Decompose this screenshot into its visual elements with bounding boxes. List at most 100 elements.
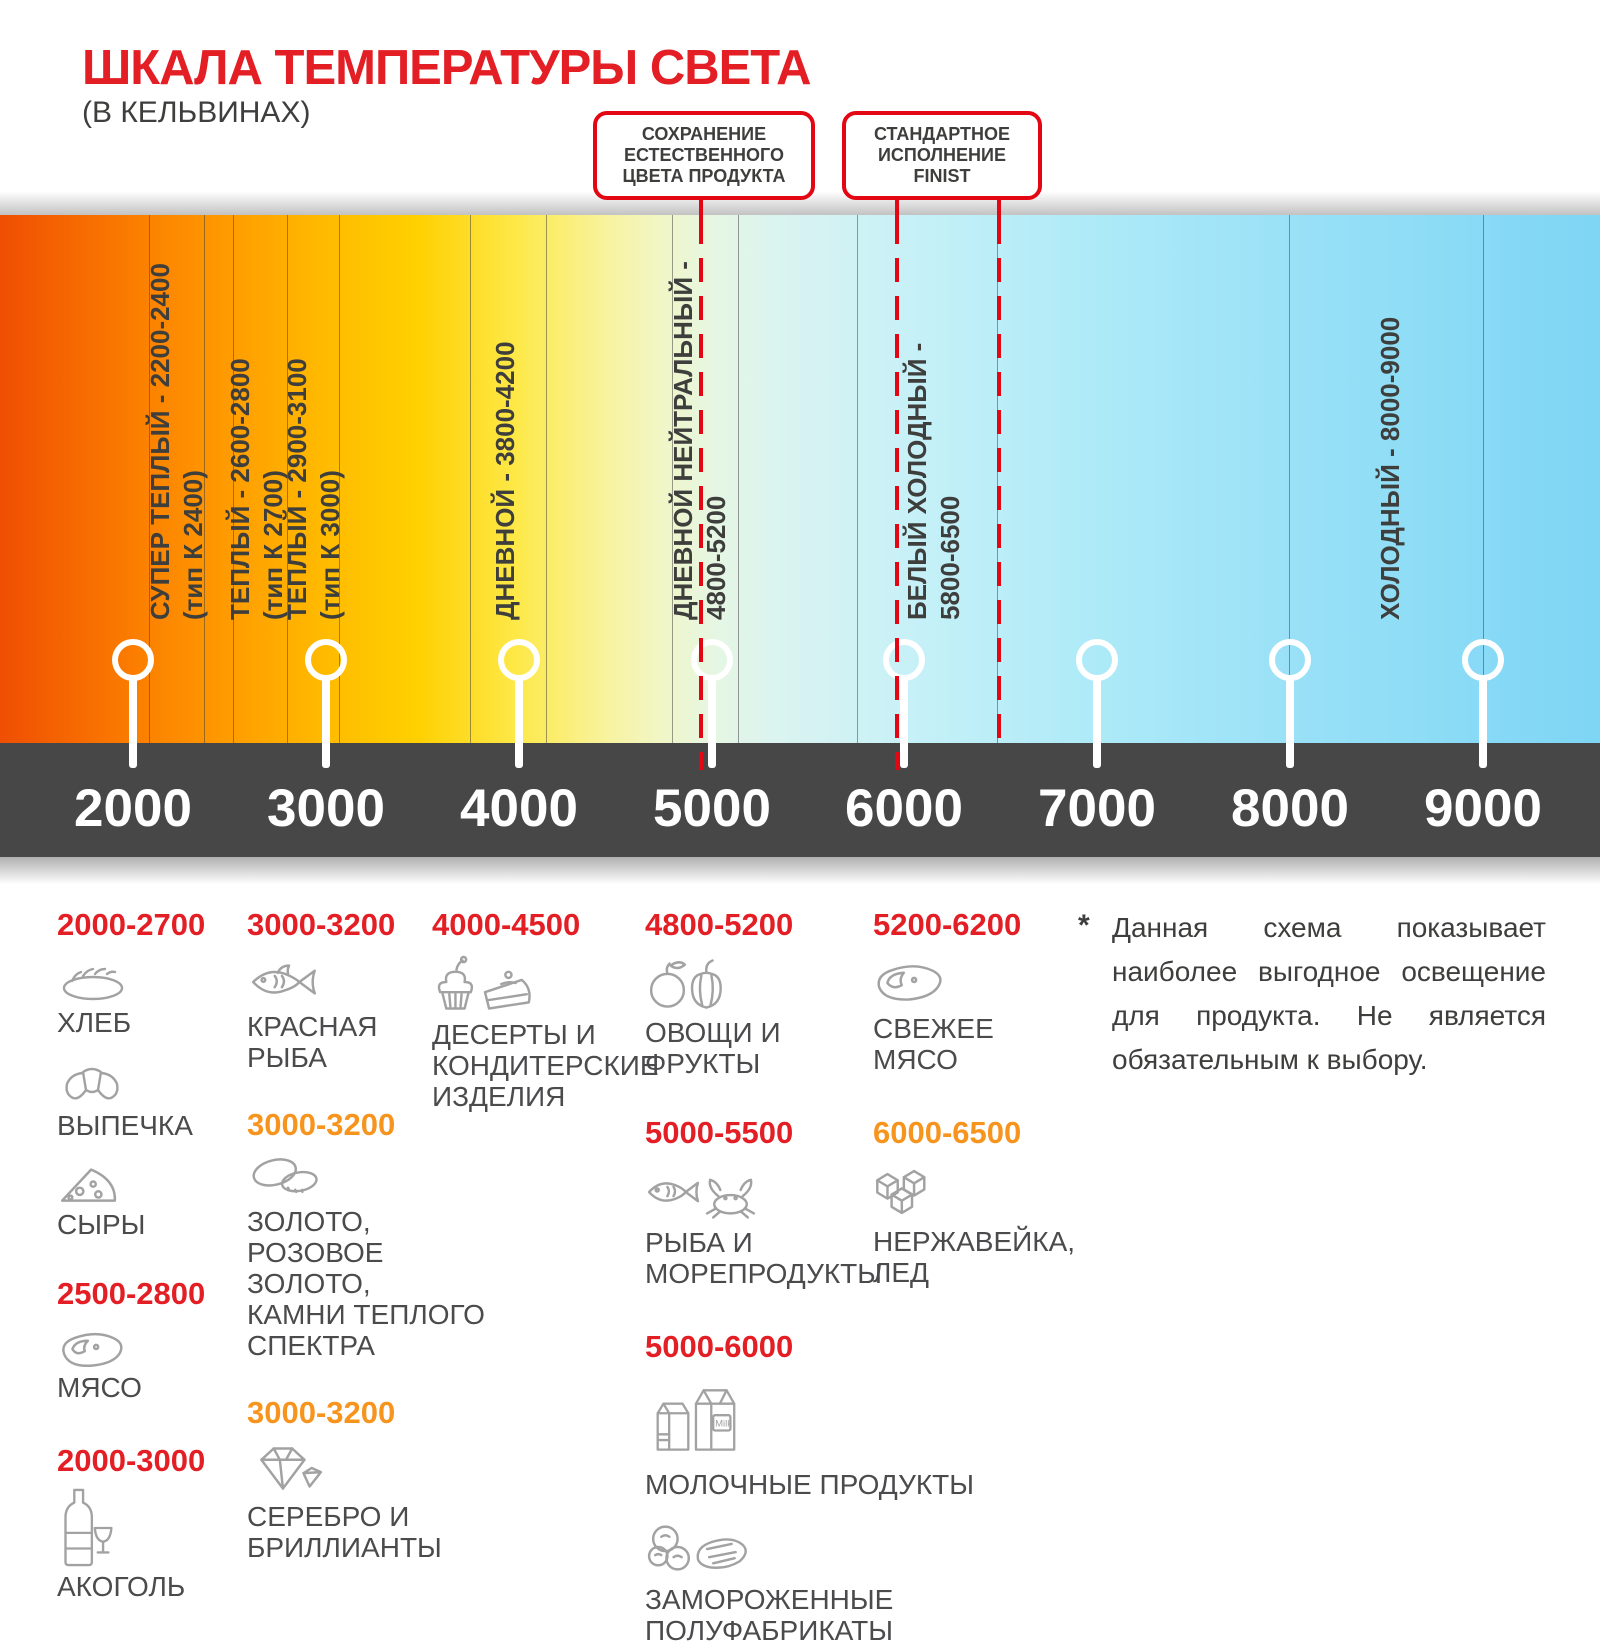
- gridline: [546, 215, 547, 743]
- callout-natural-color: СОХРАНЕНИЕ ЕСТЕСТВЕННОГО ЦВЕТА ПРОДУКТА: [593, 111, 815, 200]
- zone-label-white-cold: БЕЛЫЙ ХОЛОДНЫЙ - 5800-6500: [901, 343, 967, 620]
- range-badge: 6000-6500: [873, 1115, 1022, 1150]
- zone-label-line: 4800-5200: [701, 495, 731, 620]
- product-label: СВЕЖЕЕ МЯСО: [873, 1013, 994, 1075]
- milk-carton-text: Milk: [715, 1419, 732, 1430]
- product-label: ВЫПЕЧКА: [57, 1110, 193, 1141]
- product-label: ОВОЩИ И ФРУКТЫ: [645, 1017, 781, 1079]
- range-badge: 2500-2800: [57, 1276, 206, 1311]
- pin-stem: [322, 676, 330, 768]
- tick-5000: 5000: [653, 779, 771, 838]
- range-badge: 3000-3200: [247, 1107, 396, 1142]
- footnote: * Данная схема показывает наиболее выгод…: [1078, 906, 1546, 1082]
- gridline: [1483, 215, 1484, 743]
- pin-marker-3000: [305, 639, 347, 681]
- alcohol-icon: [57, 1487, 242, 1569]
- callout-pointer-line: [699, 188, 703, 222]
- croissant-icon: [57, 1056, 242, 1108]
- zone-label-line: БЕЛЫЙ ХОЛОДНЫЙ -: [902, 342, 932, 620]
- color-temperature-gradient: [0, 215, 1600, 743]
- product-label: ХЛЕБ: [57, 1007, 132, 1038]
- zone-label-line: ТЕПЛЫЙ - 2900-3100: [282, 358, 312, 620]
- pin-marker-2000: [112, 639, 154, 681]
- dashed-line-finist-min: [895, 220, 899, 770]
- rings-icon: [247, 1153, 487, 1198]
- pin-stem: [708, 676, 716, 768]
- pin-stem: [129, 676, 137, 768]
- gridline: [1289, 215, 1290, 743]
- category-column-1: 2000-2700 ХЛЕБ ВЫПЕЧКА СЫРЫ 2500-2800 МЯ…: [57, 905, 242, 1602]
- tick-3000: 3000: [267, 779, 385, 838]
- page-title: ШКАЛА ТЕМПЕРАТУРЫ СВЕТА: [82, 41, 812, 95]
- zone-label-line: ДНЕВНОЙ НЕЙТРАЛЬНЫЙ -: [668, 261, 698, 620]
- product-label: СЫРЫ: [57, 1209, 146, 1240]
- range-badge: 3000-3200: [247, 1395, 396, 1430]
- zone-label-super-warm: СУПЕР ТЕПЛЫЙ - 2200-2400 (тип К 2400): [144, 263, 210, 620]
- zone-label-line: СУПЕР ТЕПЛЫЙ - 2200-2400: [145, 263, 175, 620]
- ice-cubes-icon: [873, 1169, 1083, 1216]
- fish-icon: [247, 953, 487, 1007]
- bread-icon: [57, 963, 242, 1003]
- gridline: [149, 215, 150, 743]
- product-label: РЫБА И МОРЕПРОДУКТЫ: [645, 1227, 883, 1289]
- callout-pointer-line: [997, 188, 1001, 222]
- band-top-shadow: [0, 192, 1600, 215]
- vegetables-icon: [645, 951, 945, 1011]
- callout-standard-finist: СТАНДАРТНОЕ ИСПОЛНЕНИЕ FINIST: [842, 111, 1042, 200]
- range-badge: 2000-2700: [57, 907, 206, 942]
- gridline: [339, 215, 340, 743]
- tick-4000: 4000: [460, 779, 578, 838]
- product-label: МЯСО: [57, 1372, 142, 1403]
- product-label: ЗОЛОТО, РОЗОВОЕ ЗОЛОТО, КАМНИ ТЕПЛОГО СП…: [247, 1206, 485, 1361]
- category-column-5: 5200-6200 СВЕЖЕЕ МЯСО 6000-6500 НЕРЖАВЕЙ…: [873, 905, 1083, 1288]
- category-column-3: 4000-4500 ДЕСЕРТЫ И КОНДИТЕРСКИЕ ИЗДЕЛИЯ: [432, 905, 659, 1112]
- range-badge: 5000-6000: [645, 1329, 794, 1364]
- dashed-line-finist-max: [997, 220, 1001, 743]
- dessert-icon: [432, 953, 647, 1013]
- product-label: ЗАМОРОЖЕННЫЕ ПОЛУФАБРИКАТЫ: [645, 1584, 894, 1646]
- page-subtitle: (В КЕЛЬВИНАХ): [82, 96, 311, 129]
- zone-label-warm-3000: ТЕПЛЫЙ - 2900-3100 (тип К 3000): [281, 358, 347, 620]
- axis-bar: [0, 743, 1600, 857]
- pin-stem: [1479, 676, 1487, 768]
- zone-label-line: ДНЕВНОЙ - 3800-4200: [490, 341, 520, 620]
- range-badge: 4000-4500: [432, 907, 581, 942]
- dashed-line-natural-color: [699, 220, 703, 770]
- tick-2000: 2000: [74, 779, 192, 838]
- pin-stem: [1093, 676, 1101, 768]
- steak-icon: [873, 957, 1083, 1007]
- meat-icon: [57, 1326, 242, 1370]
- pin-marker-7000: [1076, 639, 1118, 681]
- zone-label-line: 5800-6500: [935, 495, 965, 620]
- diamond-icon: [247, 1439, 487, 1497]
- pin-marker-9000: [1462, 639, 1504, 681]
- zone-label-line: ХОЛОДНЫЙ - 8000-9000: [1375, 316, 1405, 620]
- product-label: МОЛОЧНЫЕ ПРОДУКТЫ: [645, 1469, 975, 1500]
- gridline: [204, 215, 205, 743]
- zone-label-line: ТЕПЛЫЙ - 2600-2800: [225, 358, 255, 620]
- product-label: АКОГОЛЬ: [57, 1571, 186, 1602]
- product-label: СЕРЕБРО И БРИЛЛИАНТЫ: [247, 1501, 442, 1563]
- gridline: [287, 215, 288, 743]
- range-badge: 5000-5500: [645, 1115, 794, 1150]
- pin-marker-8000: [1269, 639, 1311, 681]
- product-label: НЕРЖАВЕЙКА, ЛЕД: [873, 1226, 1076, 1288]
- gridline: [233, 215, 234, 743]
- product-label: КРАСНАЯ РЫБА: [247, 1011, 378, 1073]
- footnote-asterisk: *: [1078, 909, 1090, 942]
- footnote-text: Данная схема показывает наиболее выгодно…: [1112, 912, 1546, 1075]
- pin-marker-5000: [691, 639, 733, 681]
- tick-7000: 7000: [1038, 779, 1156, 838]
- zone-label-cold: ХОЛОДНЫЙ - 8000-9000: [1374, 317, 1407, 620]
- range-badge: 2000-3000: [57, 1443, 206, 1478]
- tick-8000: 8000: [1231, 779, 1349, 838]
- pin-marker-4000: [498, 639, 540, 681]
- range-badge: 3000-3200: [247, 907, 396, 942]
- seafood-icon: [645, 1161, 945, 1221]
- pin-stem: [515, 676, 523, 768]
- category-column-2: 3000-3200 КРАСНАЯ РЫБА 3000-3200 ЗОЛОТО,…: [247, 905, 487, 1563]
- gridline: [672, 215, 673, 743]
- cheese-icon: [57, 1157, 242, 1207]
- zone-label-line: (тип К 2400): [178, 470, 208, 620]
- range-badge: 4800-5200: [645, 907, 794, 942]
